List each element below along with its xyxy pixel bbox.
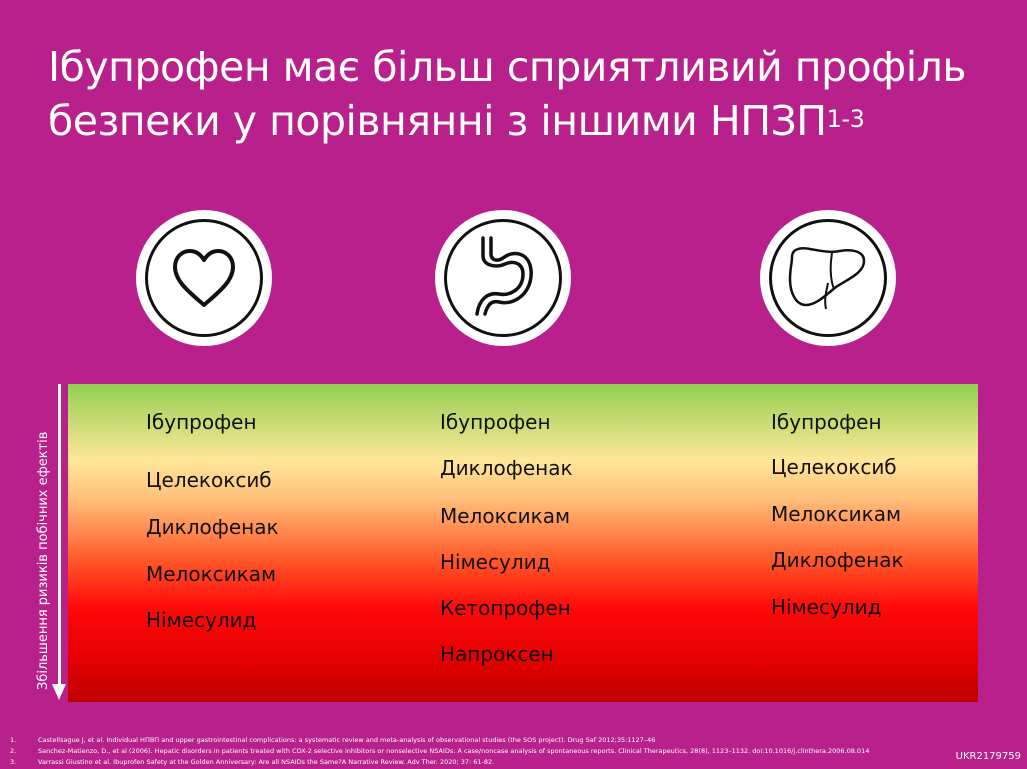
reference-item: 3. Varrassi Giustino et al. Ibuprofen Saf… <box>10 757 869 768</box>
heart-circle <box>136 210 272 346</box>
reference-item: 2. Sanchez-Matienzo, D., et al (2006). He… <box>10 746 869 757</box>
references: 1. Castellsague J, et al. Individual НПВП… <box>10 735 869 768</box>
slide-title: Ібупрофен має більш сприятливий профіль … <box>48 40 967 148</box>
axis-label: Збільшення ризиків побічних ефектів <box>36 431 51 690</box>
reference-text: Sanchez-Matienzo, D., et al (2006). Hepa… <box>38 747 870 755</box>
reference-number: 2. <box>10 747 17 755</box>
list-item: Мелоксикам <box>146 562 277 586</box>
heart-icon <box>173 249 235 307</box>
list-item: Целекоксиб <box>146 468 272 492</box>
list-item: Диклофенак <box>771 548 904 572</box>
reference-item: 1. Castellsague J, et al. Individual НПВП… <box>10 735 869 746</box>
risk-axis-line <box>58 384 61 684</box>
list-item: Напроксен <box>440 642 554 666</box>
reference-number: 3. <box>10 758 17 766</box>
list-item: Німесулид <box>771 595 882 619</box>
title-line-1: Ібупрофен має більш сприятливий профіль <box>48 43 967 91</box>
list-item: Кетопрофен <box>440 596 571 620</box>
liver-circle <box>760 210 896 346</box>
list-item: Диклофенак <box>440 456 573 480</box>
arrow-down-icon <box>52 684 66 700</box>
reference-number: 1. <box>10 736 17 744</box>
list-item: Ібупрофен <box>440 410 551 434</box>
reference-text: Castellsague J, et al. Individual НПВП a… <box>38 736 656 744</box>
list-item: Німесулид <box>440 550 551 574</box>
stomach-circle <box>435 210 571 346</box>
stomach-icon <box>475 236 533 316</box>
reference-text: Varrassi Giustino et al. Ibuprofen Safet… <box>38 758 495 766</box>
list-item: Ібупрофен <box>771 410 882 434</box>
title-line-2: безпеки у порівнянні з іншими НПЗП <box>48 97 827 145</box>
list-item: Мелоксикам <box>440 504 571 528</box>
list-item: Диклофенак <box>146 515 279 539</box>
list-item: Мелоксикам <box>771 502 902 526</box>
title-superscript: 1-3 <box>826 105 865 133</box>
document-code: UKR2179759 <box>955 751 1021 762</box>
list-item: Німесулид <box>146 608 257 632</box>
risk-gradient-panel: Ібупрофен Целекоксиб Диклофенак Мелоксик… <box>68 384 978 702</box>
list-item: Целекоксиб <box>771 455 897 479</box>
list-item: Ібупрофен <box>146 410 257 434</box>
liver-icon <box>788 247 866 310</box>
